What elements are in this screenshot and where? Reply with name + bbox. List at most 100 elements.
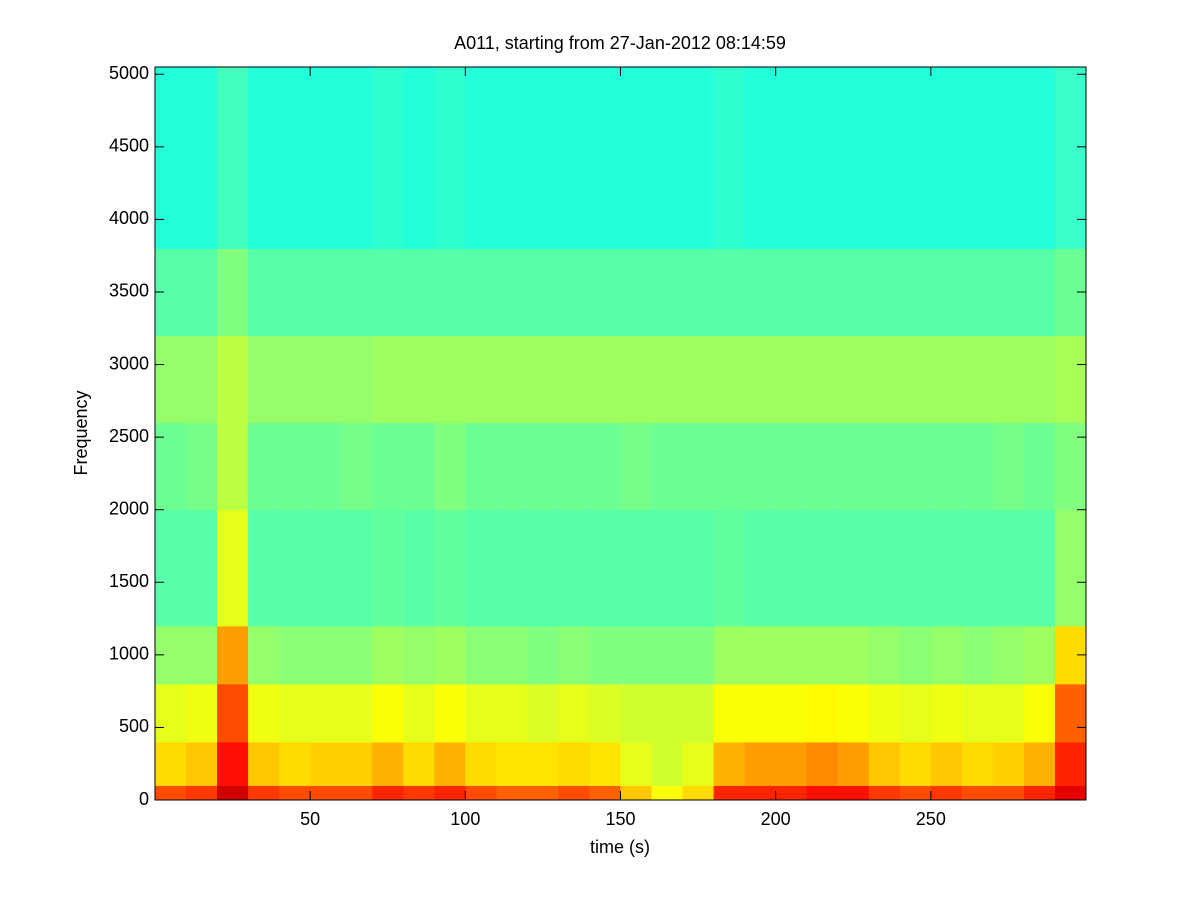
spectrogram-cell bbox=[496, 335, 528, 424]
spectrogram-cell bbox=[992, 625, 1025, 685]
spectrogram-cell bbox=[217, 335, 249, 424]
spectrogram-cell bbox=[1054, 785, 1087, 801]
spectrogram-cell bbox=[806, 683, 839, 743]
spectrogram-cell bbox=[837, 683, 870, 743]
x-axis-label: time (s) bbox=[590, 837, 650, 857]
spectrogram-cell bbox=[310, 741, 342, 786]
spectrogram-cell bbox=[713, 67, 746, 249]
spectrogram-cell bbox=[465, 422, 497, 511]
spectrogram-cell bbox=[1054, 683, 1087, 743]
spectrogram-cell bbox=[558, 509, 590, 627]
spectrogram-cell bbox=[589, 625, 621, 685]
spectrogram-cell bbox=[372, 683, 404, 743]
spectrogram-cell bbox=[682, 683, 715, 743]
y-tick-label: 4000 bbox=[109, 208, 149, 228]
spectrogram-cell bbox=[930, 785, 963, 801]
spectrogram-cell bbox=[589, 683, 621, 743]
spectrogram-cell bbox=[434, 422, 466, 511]
spectrogram-cell bbox=[1054, 67, 1087, 249]
spectrogram-cell bbox=[155, 785, 187, 801]
spectrogram-cell bbox=[403, 741, 435, 786]
spectrogram-cell bbox=[1023, 683, 1056, 743]
spectrogram-cell bbox=[992, 67, 1025, 249]
spectrogram-cell bbox=[434, 67, 466, 249]
spectrogram-cell bbox=[403, 335, 435, 424]
spectrogram-cell bbox=[279, 422, 311, 511]
spectrogram-cell bbox=[837, 67, 870, 249]
spectrogram-cell bbox=[775, 248, 808, 337]
spectrogram-cell bbox=[837, 741, 870, 786]
spectrogram-cell bbox=[620, 335, 653, 424]
spectrogram-cell bbox=[775, 422, 808, 511]
spectrogram-cell bbox=[961, 67, 994, 249]
spectrogram-cell bbox=[713, 509, 746, 627]
spectrogram-cell bbox=[527, 785, 559, 801]
spectrogram-cell bbox=[744, 248, 777, 337]
spectrogram-cell bbox=[775, 785, 808, 801]
x-tick-label: 200 bbox=[761, 809, 791, 829]
spectrogram-cell bbox=[651, 248, 684, 337]
spectrogram-cell bbox=[868, 335, 901, 424]
spectrogram-cell bbox=[1023, 509, 1056, 627]
spectrogram-cell bbox=[899, 67, 932, 249]
spectrogram-cell bbox=[868, 422, 901, 511]
spectrogram-cell bbox=[155, 509, 187, 627]
spectrogram-cell bbox=[372, 625, 404, 685]
spectrogram-cell bbox=[651, 683, 684, 743]
spectrogram-cell bbox=[620, 248, 653, 337]
spectrogram-cell bbox=[992, 248, 1025, 337]
spectrogram-cell bbox=[434, 509, 466, 627]
spectrogram-cell bbox=[465, 67, 497, 249]
spectrogram-cell bbox=[310, 335, 342, 424]
spectrogram-cell bbox=[930, 248, 963, 337]
spectrogram-cell bbox=[310, 422, 342, 511]
spectrogram-cell bbox=[496, 422, 528, 511]
spectrogram-cell bbox=[930, 509, 963, 627]
spectrogram-cell bbox=[527, 67, 559, 249]
spectrogram-cell bbox=[806, 67, 839, 249]
spectrogram-cell bbox=[837, 248, 870, 337]
spectrogram-cell bbox=[434, 625, 466, 685]
spectrogram-cell bbox=[961, 741, 994, 786]
spectrogram-cell bbox=[837, 335, 870, 424]
spectrogram-cell bbox=[155, 422, 187, 511]
spectrogram-cell bbox=[961, 785, 994, 801]
spectrogram-cell bbox=[837, 785, 870, 801]
spectrogram-cell bbox=[930, 67, 963, 249]
spectrogram-cell bbox=[589, 785, 621, 801]
spectrogram-cell bbox=[930, 625, 963, 685]
spectrogram-cell bbox=[248, 683, 280, 743]
spectrogram-cell bbox=[651, 509, 684, 627]
spectrogram-cell bbox=[465, 741, 497, 786]
spectrogram-cell bbox=[527, 422, 559, 511]
spectrogram-cell bbox=[248, 248, 280, 337]
spectrogram-cell bbox=[682, 67, 715, 249]
spectrogram-cell bbox=[992, 741, 1025, 786]
spectrogram-cell bbox=[434, 741, 466, 786]
spectrogram-cell bbox=[1054, 422, 1087, 511]
spectrogram-cell bbox=[186, 625, 218, 685]
spectrogram-cell bbox=[527, 509, 559, 627]
spectrogram-cell bbox=[589, 422, 621, 511]
spectrogram-cell bbox=[1054, 335, 1087, 424]
spectrogram-cell bbox=[899, 625, 932, 685]
spectrogram-cell bbox=[930, 422, 963, 511]
spectrogram-cell bbox=[713, 683, 746, 743]
spectrogram-cell bbox=[527, 683, 559, 743]
spectrogram-cell bbox=[310, 248, 342, 337]
spectrogram-cell bbox=[775, 509, 808, 627]
spectrogram-cell bbox=[558, 683, 590, 743]
spectrogram-cell bbox=[806, 509, 839, 627]
spectrogram-cell bbox=[992, 785, 1025, 801]
spectrogram-cell bbox=[279, 683, 311, 743]
spectrogram-cell bbox=[1023, 248, 1056, 337]
spectrogram-cell bbox=[434, 335, 466, 424]
spectrogram-cell bbox=[434, 683, 466, 743]
spectrogram-cell bbox=[341, 741, 373, 786]
spectrogram-cell bbox=[465, 683, 497, 743]
spectrogram-cell bbox=[155, 335, 187, 424]
spectrogram-cell bbox=[403, 422, 435, 511]
spectrogram-cell bbox=[372, 422, 404, 511]
spectrogram-cell bbox=[837, 509, 870, 627]
spectrogram-cell bbox=[806, 785, 839, 801]
